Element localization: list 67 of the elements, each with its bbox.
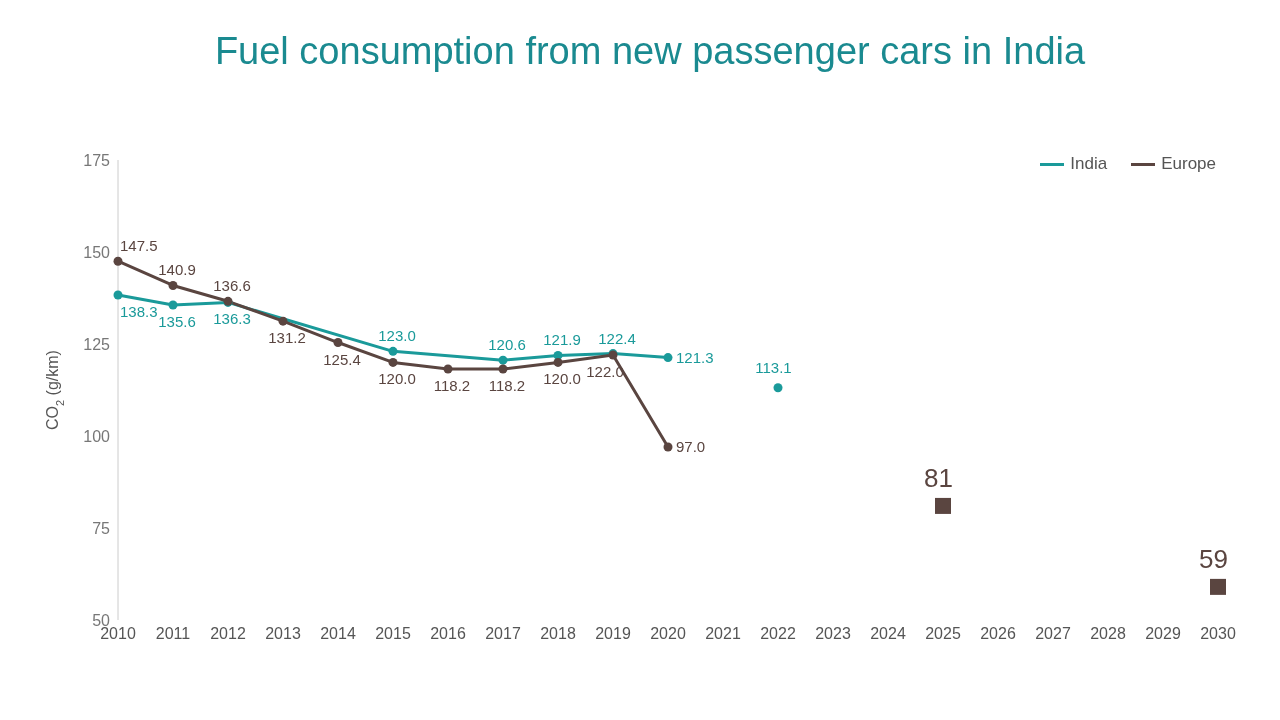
point [168,300,178,310]
y-tick-label: 150 [83,243,111,261]
point [1210,578,1226,595]
x-tick-label: 2025 [925,625,961,643]
data-label: 136.3 [213,310,251,328]
chart-title: Fuel consumption from new passenger cars in India [213,30,1087,73]
x-tick-label: 2017 [485,625,521,643]
point [113,290,123,300]
legend-label: Europe [1161,154,1216,174]
data-label: 118.2 [433,377,471,395]
x-tick-label: 2022 [760,625,796,643]
data-label: 97.0 [676,438,706,456]
data-label: 121.3 [676,348,714,366]
data-label: 121.9 [543,331,581,349]
y-tick-label: 175 [83,151,111,169]
point [168,280,178,290]
data-label: 147.5 [120,237,158,255]
data-label: 140.9 [158,261,196,279]
data-label: 120.0 [543,370,581,388]
x-tick-label: 2011 [155,625,191,643]
x-tick-label: 2028 [1090,625,1126,643]
x-tick-label: 2018 [540,625,576,643]
point [278,316,288,326]
x-tick-label: 2020 [650,625,686,643]
x-tick-label: 2029 [1145,625,1181,643]
y-tick-label: 100 [83,427,111,445]
data-label: 131.2 [268,329,306,347]
data-label: 113.1 [755,359,792,377]
x-tick-label: 2013 [265,625,301,643]
x-tick-label: 2015 [375,625,411,643]
x-tick-label: 2010 [100,625,136,643]
point [773,383,783,393]
data-label: 120.0 [378,370,416,388]
x-tick-label: 2021 [705,625,741,643]
x-tick-label: 2014 [320,625,356,643]
legend-label: India [1070,154,1108,174]
data-label: 123.0 [378,327,416,345]
x-tick-label: 2027 [1035,625,1071,643]
data-label: 59 [1199,544,1228,575]
data-label: 122.4 [598,329,636,347]
x-tick-label: 2016 [430,625,466,643]
x-tick-label: 2023 [815,625,851,643]
x-tick-label: 2019 [595,625,631,643]
point [498,364,508,374]
data-label: 118.2 [488,377,526,395]
y-tick-label: 75 [92,519,111,537]
point [388,346,398,356]
point [663,353,673,363]
point [553,357,563,367]
x-tick-label: 2026 [980,625,1016,643]
data-label: 135.6 [158,312,196,330]
point [333,338,343,348]
x-tick-label: 2024 [870,625,906,643]
point [113,256,123,266]
point [498,355,508,365]
data-label: 125.4 [323,350,361,368]
point [388,357,398,367]
data-label: 136.6 [213,277,251,295]
x-tick-label: 2030 [1200,625,1236,643]
data-label: 120.6 [488,336,526,354]
data-label: 138.3 [120,303,158,321]
y-tick-label: 125 [83,335,111,353]
point [443,364,453,374]
data-label: 81 [924,463,953,494]
point [935,497,951,514]
x-tick-label: 2012 [210,625,246,643]
point [663,442,673,452]
